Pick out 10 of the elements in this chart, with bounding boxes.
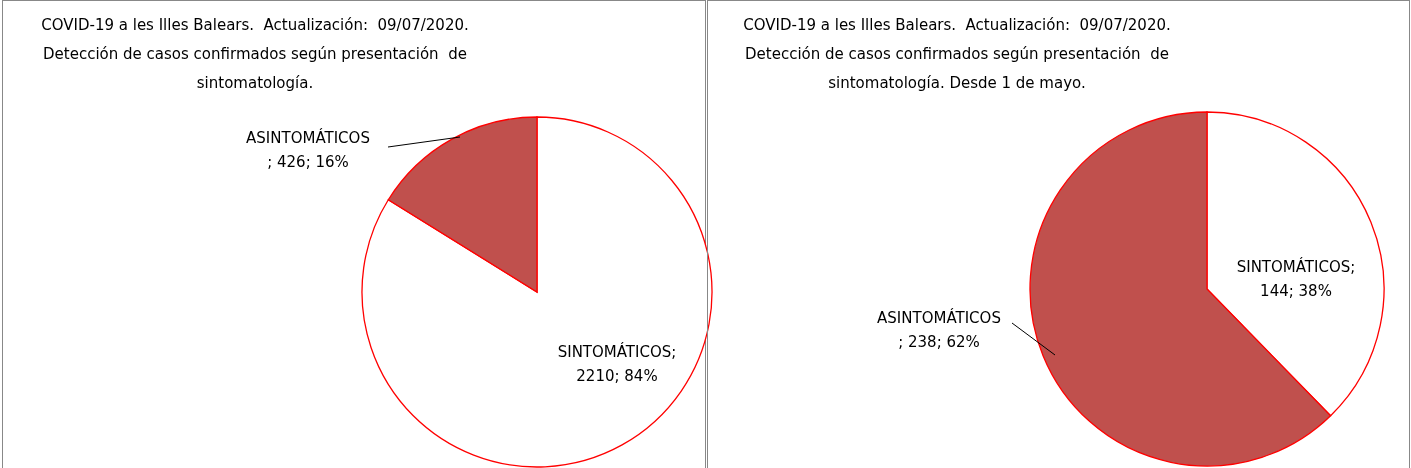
data-label: ; 238; 62% (898, 333, 980, 351)
chart-title: COVID-19 a les Illes Balears. Actualización: 09/07/2020. (41, 16, 469, 34)
slice-label: SINTOMÁTICOS; 2210; 84% (557, 342, 677, 385)
slice-label: ASINTOMÁTICOS (246, 128, 370, 147)
slice-label: SINTOMÁTICOS; 144; 38% (1236, 257, 1356, 300)
chart-subtitle: Detección de casos confirmados según presentación de sintomatología. Desde 1 de mayo. (745, 45, 1169, 92)
chart-subtitle: Detección de casos confirmados según presentación de sintomatología. (43, 45, 467, 92)
chart-title: COVID-19 a les Illes Balears. Actualización: 09/07/2020. (743, 16, 1171, 34)
data-label: ; 426; 16% (267, 153, 349, 171)
slice-label: ASINTOMÁTICOS (877, 308, 1001, 327)
